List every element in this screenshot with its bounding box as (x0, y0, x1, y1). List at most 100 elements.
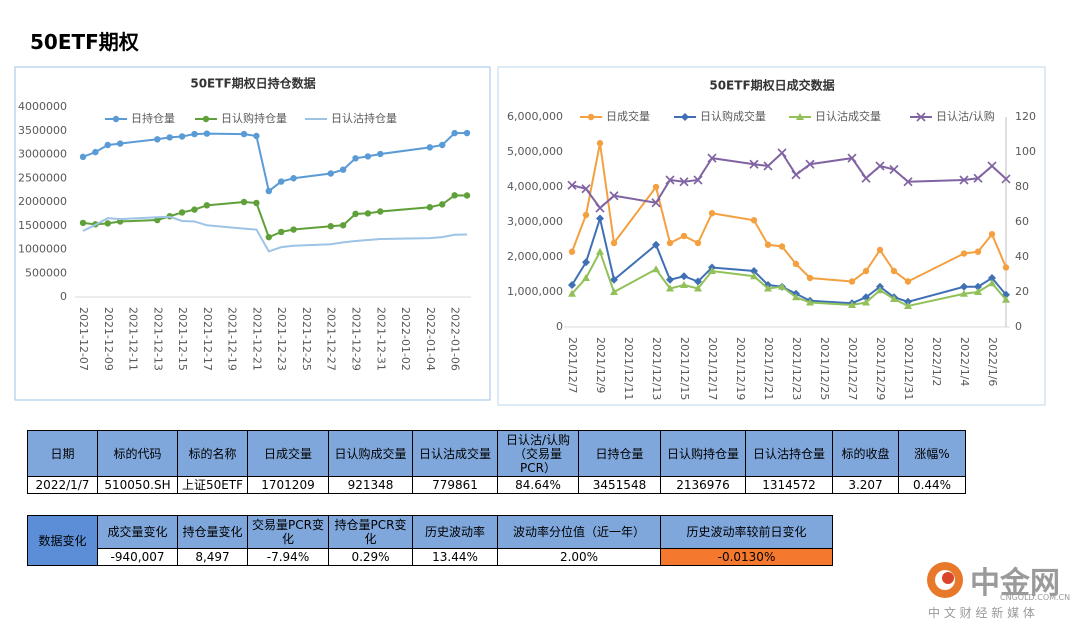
marker (681, 113, 689, 121)
marker (178, 209, 186, 216)
y-tick-label: 0 (60, 290, 67, 303)
y-tick-label: 2,000,000 (507, 250, 563, 263)
marker (277, 228, 285, 236)
chart-frame (497, 66, 1046, 406)
legend-label: 日认购持仓量 (221, 111, 287, 125)
marker (596, 247, 604, 255)
marker (848, 300, 856, 308)
y-tick-label: 2500000 (18, 171, 67, 184)
y2-tick-label: 20 (1015, 285, 1029, 298)
marker (694, 277, 702, 286)
marker (339, 222, 347, 229)
marker (191, 130, 198, 138)
table-cell: 1701209 (247, 476, 329, 494)
x-tick-label: 2022/1/6 (986, 337, 999, 386)
marker (679, 177, 689, 187)
marker (652, 183, 660, 191)
marker (1002, 264, 1010, 271)
table-cell: 日持仓量 (578, 430, 661, 477)
x-tick-label: 2022/1/2 (930, 337, 943, 386)
page-title: 50ETF期权 (30, 30, 139, 54)
x-tick-label: 2021-12-15 (176, 307, 189, 371)
table-cell: 84.64% (497, 476, 579, 494)
marker (154, 136, 161, 143)
marker (451, 129, 458, 137)
y-tick-label: 1000000 (18, 243, 67, 256)
marker (352, 210, 359, 218)
x-tick-label: 2021/12/7 (566, 337, 579, 393)
marker (426, 144, 434, 151)
marker (104, 141, 111, 149)
marker (92, 148, 99, 156)
table-row: 数据变化 成交量变化 持仓量变化 交易量PCR变化 持仓量PCR变化 历史波动率 波动率分位… (27, 515, 833, 566)
x-tick-label: 2021-12-07 (77, 307, 90, 371)
x-tick-label: 2021/12/23 (790, 337, 803, 400)
marker (959, 175, 969, 185)
marker (581, 184, 591, 194)
marker (290, 175, 297, 182)
marker (439, 201, 446, 208)
marker (1002, 295, 1010, 303)
marker (339, 166, 347, 173)
marker (904, 278, 912, 285)
marker (694, 284, 702, 292)
logo (927, 562, 963, 598)
marker (707, 153, 717, 163)
marker (596, 140, 604, 147)
marker (610, 239, 618, 247)
x-tick-label: 2021-12-13 (151, 307, 164, 371)
x-tick-label: 2021-12-29 (350, 307, 363, 371)
legend-label: 日认沽成交量 (815, 109, 881, 123)
x-tick-label: 2022/1/4 (958, 337, 971, 386)
marker (265, 233, 273, 241)
table-cell: 上证50ETF (177, 476, 248, 494)
marker (203, 130, 211, 137)
marker (805, 159, 815, 169)
marker (680, 281, 688, 288)
y2-tick-label: 60 (1015, 215, 1029, 228)
table-cell: -0.0130% (660, 548, 833, 566)
marker (890, 267, 898, 275)
table-cell: 2022/1/7 (27, 476, 98, 494)
table-cell: 1314572 (745, 476, 833, 494)
y-tick-label: 3,000,000 (507, 215, 563, 228)
series-line (82, 215, 468, 253)
marker (960, 250, 968, 257)
marker (974, 288, 982, 295)
x-tick-label: 2021-12-11 (127, 307, 140, 371)
marker (610, 275, 618, 284)
marker (960, 282, 968, 291)
marker (904, 297, 912, 306)
table-cell: 8,497 (177, 548, 248, 566)
table-cell: 日期 (27, 430, 98, 477)
marker (904, 302, 912, 309)
table-cell: 历史波动率 (412, 515, 498, 549)
table-cell: 数据变化 (27, 515, 98, 566)
x-tick-label: 2021-12-17 (201, 307, 214, 371)
marker (582, 274, 590, 281)
marker (903, 177, 913, 187)
marker (778, 243, 786, 250)
marker (377, 208, 384, 215)
marker (203, 202, 211, 209)
table-cell: 日认购成交量 (328, 430, 413, 477)
marker (847, 153, 857, 163)
marker (792, 293, 800, 301)
marker (364, 210, 372, 217)
table-row: 2022/1/7 510050.SH 上证50ETF 1701209 921348 779… (27, 476, 966, 494)
x-tick-label: 2021-12-21 (250, 307, 263, 371)
marker (680, 232, 688, 240)
marker (750, 272, 758, 280)
x-tick-label: 2022-01-06 (449, 307, 462, 371)
marker (749, 159, 759, 169)
marker (862, 298, 870, 306)
marker (666, 284, 674, 292)
x-tick-label: 2021/12/17 (706, 337, 719, 400)
table-cell: 交易量PCR变化 (247, 515, 329, 549)
y-tick-label: 1,000,000 (507, 285, 563, 298)
marker (609, 191, 619, 201)
table-row: 日期 标的代码 标的名称 日成交量 日认购成交量 日认沽成交量 日认沽/认购（交易量PCR）… (27, 430, 966, 477)
y-tick-label: 3000000 (18, 148, 67, 161)
table-cell: 波动率分位值（近一年） (497, 515, 661, 549)
